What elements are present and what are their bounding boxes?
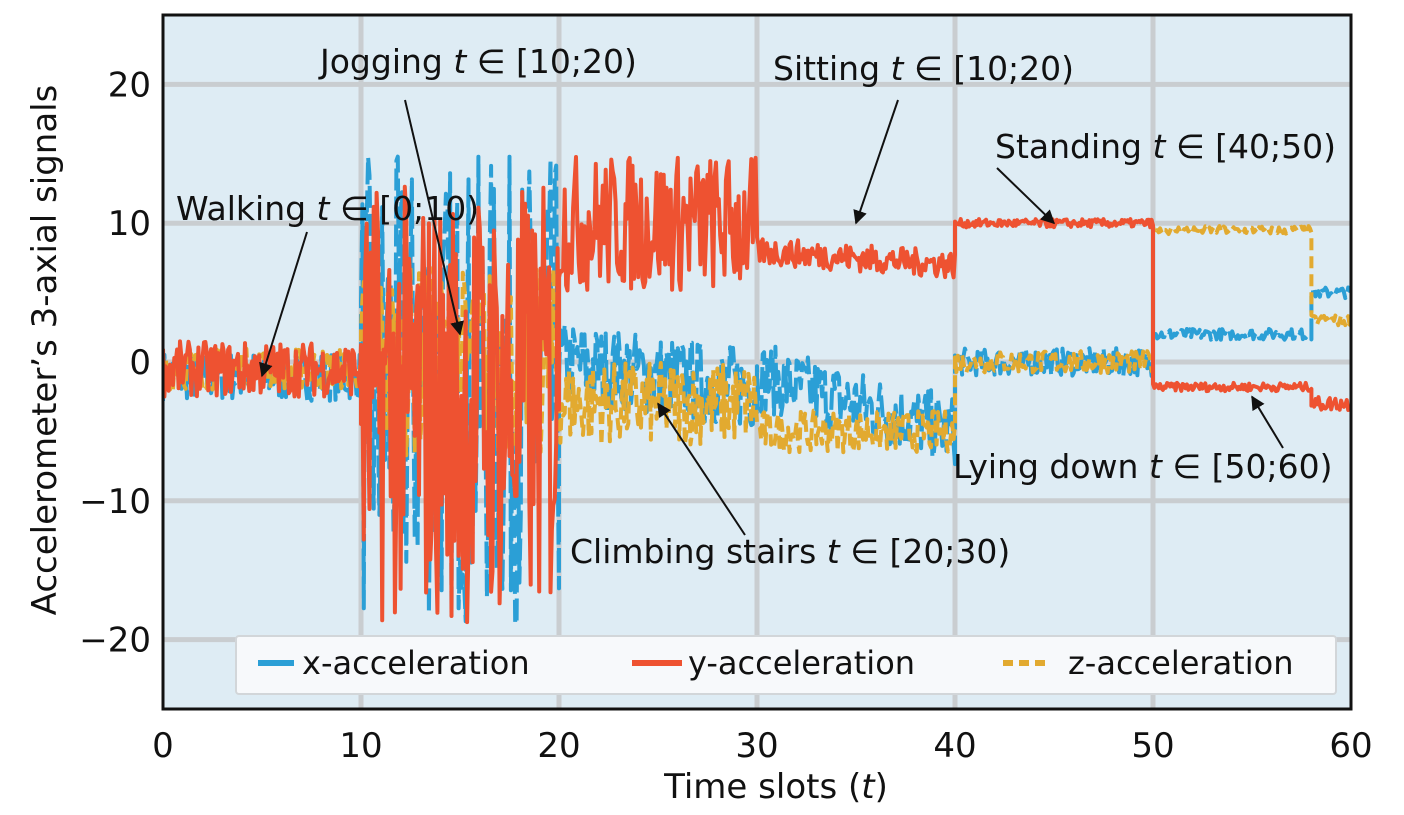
annotation-climbing: Climbing stairs t ∈ [20;30) [570,532,1010,571]
annotation-standing: Standing t ∈ [40;50) [995,127,1336,166]
legend-box [235,635,1337,695]
legend-label-x: x-acceleration [302,644,530,682]
legend-label-y: y-acceleration [688,644,915,682]
annotation-arrow-lying [1251,395,1284,449]
annotation-arrow-standing [996,167,1056,225]
y-axis-label: Accelerometer’s 3-axial signals [25,85,65,616]
ticks: 0 10 20 30 40 50 60 20 10 0 −10 −20 [79,65,1372,766]
annotation-jogging: Jogging t ∈ [10;20) [318,42,637,81]
y-tick-label: 20 [108,65,151,105]
series-layer [163,154,1351,626]
y-tick-label: −20 [79,621,151,661]
legend: x-acceleration y-acceleration z-accelera… [235,635,1337,695]
annotation-arrow-sitting [853,99,899,225]
x-tick-label: 40 [933,726,976,766]
legend-label-z: z-acceleration [1068,644,1293,682]
x-tick-label: 20 [537,726,580,766]
x-tick-label: 30 [735,726,778,766]
annotation-arrow-climbing [657,402,746,536]
x-tick-label: 10 [339,726,382,766]
annotation-arrow-walking [259,231,308,378]
plot-frame [161,13,1353,711]
x-axis-label: Time slots (t) [663,767,888,807]
y-tick-label: −10 [79,482,151,522]
annotation-arrow-jogging [404,99,464,336]
x-tick-label: 0 [152,726,174,766]
x-tick-label: 50 [1131,726,1174,766]
annotation-walking: Walking t ∈ [0;10) [176,189,479,228]
y-tick-label: 0 [129,343,151,383]
annotation-sitting: Sitting t ∈ [10;20) [773,49,1074,88]
series-line-y-acceleration [163,155,1351,625]
annotation-lying: Lying down t ∈ [50;60) [953,447,1332,486]
annotation-arrows [259,99,1284,536]
y-tick-label: 10 [108,204,151,244]
x-tick-label: 60 [1329,726,1372,766]
